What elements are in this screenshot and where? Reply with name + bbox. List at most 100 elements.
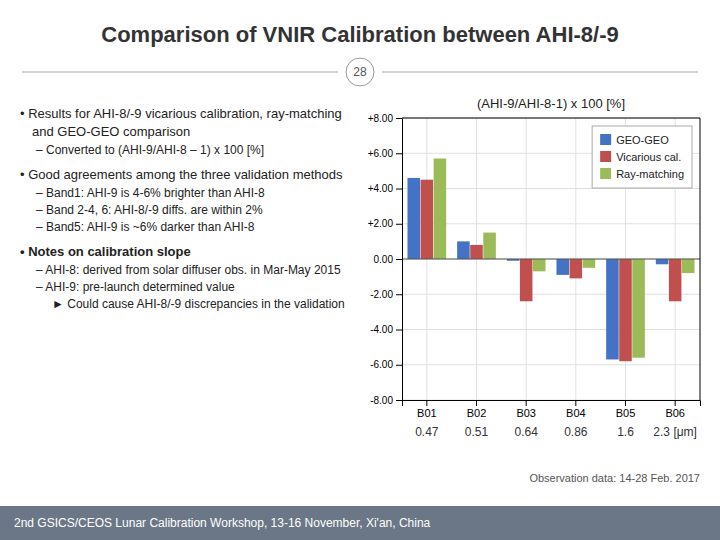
bar (520, 259, 533, 301)
note: Observation data: 14-28 Feb. 2017 (529, 472, 700, 484)
bar (434, 159, 447, 259)
x-tick-mark (476, 400, 477, 406)
x-tick-mark (575, 400, 576, 406)
x-tick: B06 (665, 400, 685, 419)
legend-swatch (600, 134, 611, 145)
y-tick: -6.00 (370, 359, 402, 370)
legend-label: Ray-matching (616, 168, 684, 180)
grid-line-y (402, 329, 700, 330)
y-tick-mark (396, 224, 402, 225)
bullet-text: – AHI-9: pre-launch determined value (36, 280, 235, 294)
wavelength-label: 2.3 [μm] (653, 425, 697, 439)
y-tick: +6.00 (368, 148, 402, 159)
legend-label: Vicarious cal. (616, 151, 681, 163)
bar (619, 259, 632, 361)
bar (407, 178, 420, 259)
x-tick: B05 (616, 400, 636, 419)
bar (556, 259, 569, 275)
bar (570, 259, 583, 278)
y-tick: -8.00 (370, 395, 402, 406)
zero-line (402, 259, 700, 260)
y-tick-mark (396, 330, 402, 331)
y-tick-mark (396, 118, 402, 119)
bar-series (421, 180, 682, 362)
bar (606, 259, 619, 359)
grid-line-y (402, 223, 700, 224)
x-tick-mark (675, 400, 676, 406)
y-tick-label: +2.00 (368, 218, 394, 229)
legend-swatch (600, 168, 611, 179)
y-tick-label: -2.00 (370, 289, 393, 300)
bar (669, 259, 682, 301)
legend: GEO-GEO Vicarious cal. Ray-matching (592, 126, 692, 188)
y-tick: +8.00 (368, 113, 402, 124)
y-tick-mark (396, 153, 402, 154)
bullet-text: – Converted to (AHI-9/AHI-8 – 1) x 100 [… (36, 143, 264, 157)
wavelength-label: 0.51 (465, 425, 489, 439)
y-tick-label: +8.00 (368, 113, 394, 124)
divider (382, 72, 698, 73)
bullet-text: – Band 2-4, 6: AHI-8/-9 diffs. are withi… (36, 203, 263, 217)
bullet-text: • Notes on calibration slope (20, 244, 191, 259)
grid (402, 118, 700, 400)
wavelength-label: 0.86 (564, 425, 588, 439)
bar (470, 245, 483, 259)
footer-text: 2nd GSICS/CEOS Lunar Calibration Worksho… (14, 516, 431, 530)
footer-bar (0, 506, 720, 540)
slide: Comparison of VNIR Calibration between A… (0, 0, 720, 540)
x-tick-label: B01 (417, 407, 437, 419)
y-tick-label: -6.00 (370, 359, 393, 370)
y-tick-label: +4.00 (368, 183, 394, 194)
legend-label: GEO-GEO (616, 134, 669, 146)
y-tick-label: 0.00 (374, 254, 394, 265)
bullet-text: • Results for AHI-8/-9 vicarious calibra… (20, 106, 342, 139)
legend-item: Vicarious cal. (600, 151, 681, 163)
y-tick-mark (396, 294, 402, 295)
x-tick: B01 (417, 400, 437, 419)
x-tick-label: B05 (616, 407, 636, 419)
wavelength-label: 0.64 (514, 425, 538, 439)
x-tick-label: B04 (566, 407, 586, 419)
bullet-text: – AHI-8: derived from solar diffuser obs… (36, 263, 341, 277)
legend-box (592, 126, 692, 188)
y-tick: +2.00 (368, 218, 402, 229)
x-tick-mark (526, 400, 527, 406)
wavelength-label: 0.47 (415, 425, 439, 439)
y-axis: -8.00 -6.00 -4.00 -2.00 0.00 +2.00 +4.00 +6.00 +… (368, 113, 403, 406)
x-axis-line (403, 401, 701, 407)
bar (656, 259, 669, 264)
y-tick: 0.00 (374, 254, 402, 265)
slide-title: Comparison of VNIR Calibration between A… (101, 22, 618, 47)
divider (22, 72, 338, 73)
x-tick: B04 (566, 400, 586, 419)
y-tick-mark (396, 189, 402, 190)
y-tick: -2.00 (370, 289, 402, 300)
bar (583, 259, 596, 268)
grid-line-y (402, 364, 700, 365)
x-tick-mark (625, 400, 626, 406)
y-tick-label: -4.00 (370, 324, 393, 335)
bullet-text: – Band5: AHI-9 is ~6% darker than AHI-8 (36, 220, 255, 234)
bars (407, 159, 694, 362)
x-axis: B01 B02 B03 B04 B05 B06 (403, 400, 701, 419)
y-tick-mark (396, 365, 402, 366)
wavelength-label: 1.6 (617, 425, 634, 439)
slide-number: 28 (353, 65, 367, 79)
x-tick-label: B02 (467, 407, 487, 419)
bar (533, 259, 546, 271)
y-tick-label: +6.00 (368, 148, 394, 159)
bar (457, 241, 470, 259)
bullet-text: – Band1: AHI-9 is 4-6% brighter than AHI… (36, 186, 265, 200)
bar (483, 233, 496, 259)
bar (421, 180, 434, 259)
x-tick: B02 (467, 400, 487, 419)
legend-item: Ray-matching (600, 168, 684, 180)
y-tick: -4.00 (370, 324, 402, 335)
frame (700, 118, 701, 400)
chart-title: (AHI-9/AHI-8-1) x 100 [%] (477, 96, 625, 111)
legend-item: GEO-GEO (600, 134, 669, 146)
bar (632, 259, 645, 358)
x-tick-label: B03 (516, 407, 536, 419)
x-tick-label: B06 (665, 407, 685, 419)
y-axis-line (396, 119, 403, 401)
